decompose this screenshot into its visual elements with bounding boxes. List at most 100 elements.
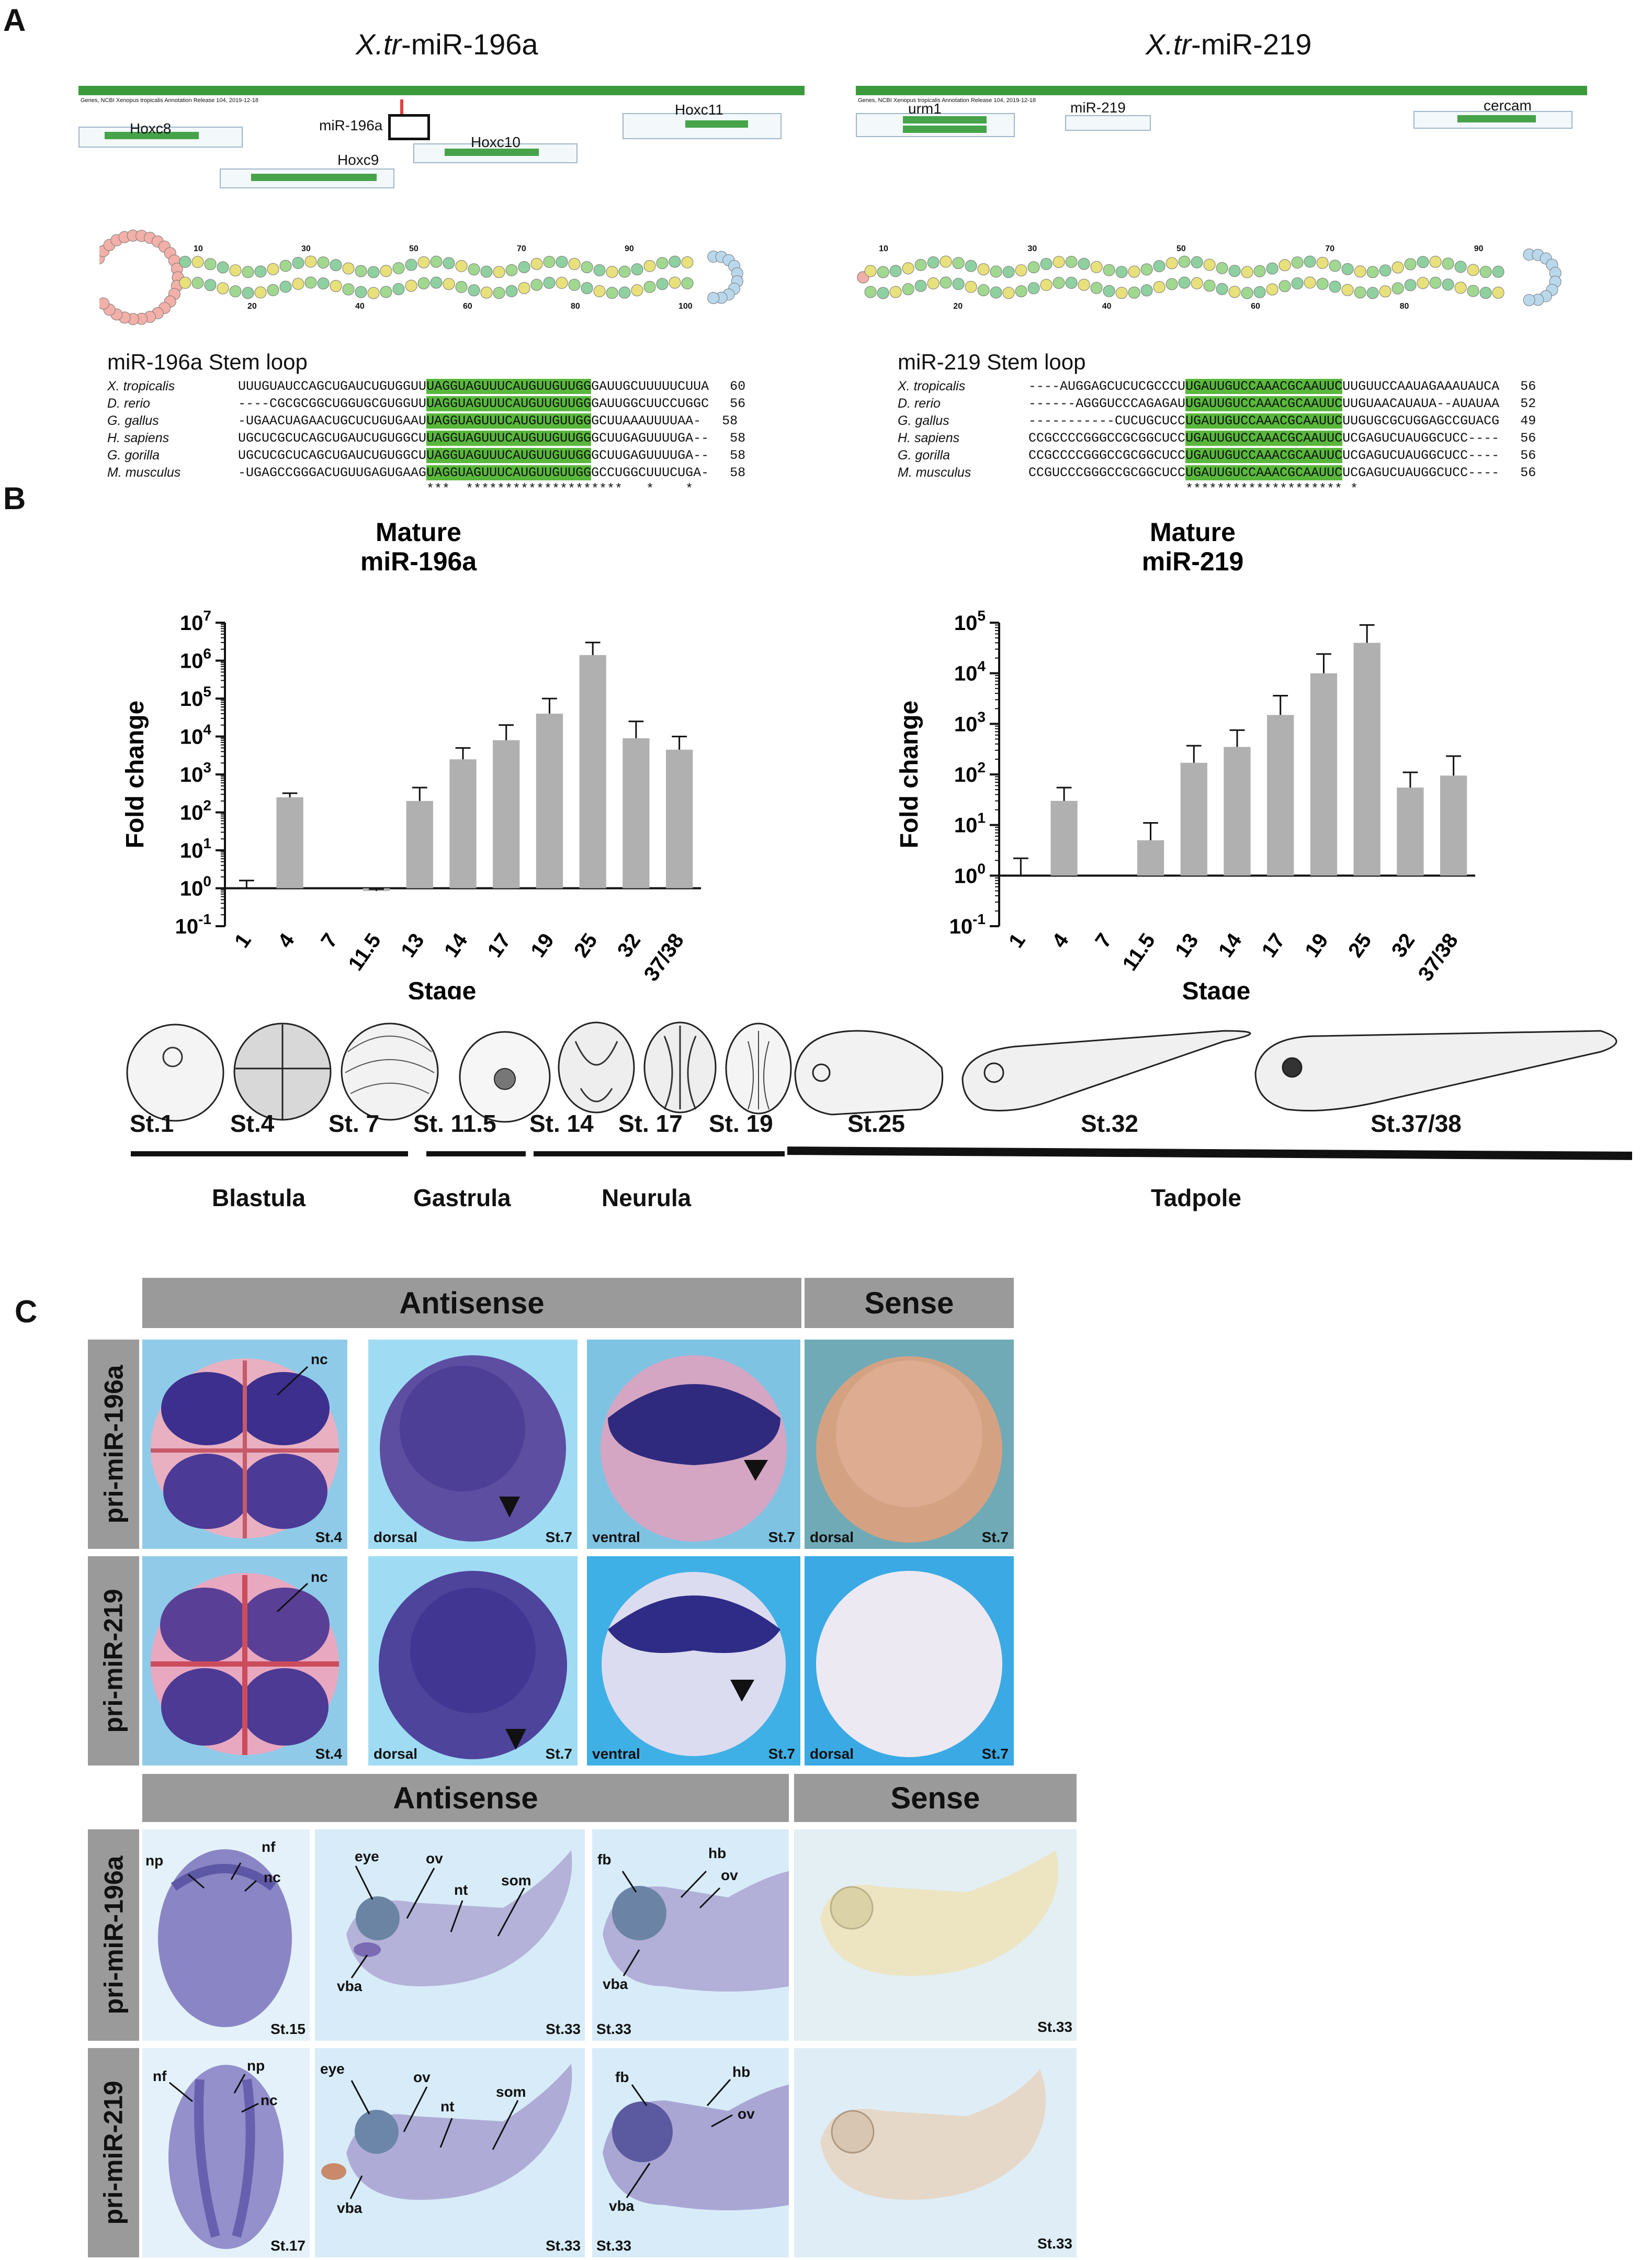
nucleotide bbox=[1178, 255, 1191, 268]
bar bbox=[406, 801, 433, 889]
stage-label-st7: St. 7 bbox=[329, 1110, 380, 1137]
nucleotide bbox=[556, 256, 568, 268]
x-tick-label: 1 bbox=[1004, 929, 1030, 952]
nucleotide bbox=[1015, 285, 1027, 298]
position-number: 30 bbox=[1028, 244, 1037, 253]
y-tick-exponent: 3 bbox=[203, 759, 211, 775]
x-tick-label: 7 bbox=[316, 929, 342, 952]
nucleotide bbox=[229, 285, 242, 298]
alignment-species: M. musculus bbox=[107, 465, 181, 480]
position-number: 60 bbox=[463, 302, 472, 311]
label-som: som bbox=[501, 1872, 531, 1888]
label-np: np bbox=[145, 1852, 164, 1869]
nucleotide bbox=[1090, 282, 1103, 294]
nucleotide bbox=[179, 255, 191, 268]
embryo-image-219-st4: nc St.4 bbox=[142, 1556, 347, 1766]
nucleotide bbox=[468, 263, 480, 276]
embryo-image-219-st17: nf np nc St.17 bbox=[142, 2048, 310, 2257]
sequence-flank-5p: UGCUCGCUCAGCUGAUCUGUGGCU bbox=[238, 448, 427, 463]
nucleotide bbox=[1027, 282, 1040, 295]
x-tick-label: 25 bbox=[570, 929, 602, 962]
label-nt: nt bbox=[454, 1882, 468, 1898]
nucleotide bbox=[681, 256, 694, 268]
nucleotide bbox=[1166, 257, 1178, 269]
alignment-sequence: UGCUCGCUCAGCUGAUCUGUGGCUUAGGUAGUUUCAUGUU… bbox=[238, 448, 709, 463]
alignment-row: G. gorilla UGCUCGCUCAGCUGAUCUGUGGCUUAGGUA… bbox=[107, 447, 787, 464]
stage-label-st11-5: St. 11.5 bbox=[413, 1110, 496, 1137]
y-tick-exponent: 5 bbox=[977, 608, 986, 624]
chart-title: miR-196a bbox=[360, 547, 478, 576]
panel-letter-c: C bbox=[15, 1294, 38, 1329]
nucleotide bbox=[1316, 277, 1329, 290]
y-tick-label: 101 bbox=[954, 810, 986, 837]
y-tick-exponent: 1 bbox=[977, 810, 986, 826]
mir219-title: X.tr-miR-219 bbox=[1146, 27, 1311, 61]
label-ov: ov bbox=[426, 1850, 443, 1867]
nucleotide bbox=[618, 265, 631, 278]
label-vba: vba bbox=[337, 2200, 363, 2216]
y-tick-exponent: 5 bbox=[203, 683, 211, 700]
nucleotide bbox=[1442, 278, 1454, 291]
nucleotide bbox=[543, 277, 556, 289]
embryo-drawing-st32 bbox=[961, 1030, 1251, 1111]
nucleotide bbox=[927, 277, 940, 289]
x-tick-label: 4 bbox=[274, 929, 299, 952]
alignment-length: 56 bbox=[1520, 379, 1536, 394]
nucleotide bbox=[1128, 286, 1140, 299]
nucleotide bbox=[1228, 286, 1241, 298]
nucleotide bbox=[1053, 277, 1065, 289]
sequence-flank-3p: UCGAGUCUAUGGCUCC---- bbox=[1342, 448, 1500, 463]
mir196a-title: X.tr-miR-196a bbox=[356, 27, 538, 61]
nucleotide bbox=[669, 276, 681, 289]
y-tick-exponent: -1 bbox=[198, 911, 211, 927]
sequence-flank-5p: -UGAGCCGGGACUGUUGAGUGAAG bbox=[238, 465, 427, 480]
nucleotide bbox=[1065, 255, 1078, 268]
nucleotide bbox=[1391, 261, 1404, 274]
row-label-text: pri-miR-196a bbox=[99, 1856, 129, 2015]
nucleotide bbox=[254, 286, 267, 299]
label-stage: St.33 bbox=[1037, 2235, 1072, 2252]
alignment-sequence: UGCUCGCUCAGCUGAUCUGUGGCUUAGGUAGUUUCAUGUU… bbox=[238, 431, 709, 446]
nucleotide bbox=[914, 279, 927, 292]
nucleotide bbox=[242, 266, 254, 278]
y-tick-exponent: -1 bbox=[972, 911, 986, 927]
nucleotide bbox=[1454, 282, 1467, 294]
stage-drawings-strip bbox=[126, 1010, 1632, 1188]
sequence-flank-5p: CCGUCCCGGGCCGCGGCUCC bbox=[1028, 465, 1186, 480]
nucleotide bbox=[417, 277, 430, 289]
gene-mir219-label: miR-219 bbox=[1070, 99, 1126, 116]
nucleotide bbox=[1040, 279, 1053, 291]
position-number: 10 bbox=[879, 244, 888, 253]
alignment-length: 58 bbox=[730, 465, 746, 480]
sequence-mature-highlight: UGAUUGUCCAAACGCAAUUC bbox=[1185, 465, 1343, 480]
nucleotide bbox=[191, 256, 204, 268]
y-tick-exponent: 7 bbox=[203, 608, 211, 624]
sequence-flank-5p: CCGCCCCGGGCCGCGGCUCC bbox=[1028, 448, 1186, 463]
nucleotide bbox=[1467, 285, 1479, 297]
nucleotide bbox=[1065, 276, 1078, 289]
nucleotide bbox=[367, 287, 380, 299]
mir219-genome-track: Genes, NCBI Xenopus tropicalis Annotatio… bbox=[856, 78, 1588, 137]
label-stage: St.7 bbox=[981, 1746, 1009, 1762]
label-vba: vba bbox=[609, 2198, 635, 2214]
sequence-mature-highlight: UAGGUAGUUUCAUGUUGUUGG bbox=[426, 413, 592, 429]
nucleotide bbox=[1078, 278, 1090, 291]
alignment-row: G. gorilla CCGCCCCGGGCCGCGGCUCCUGAUUGUCCA… bbox=[898, 447, 1578, 464]
x-tick-label: 37/38 bbox=[1414, 929, 1463, 985]
sequence-mature-highlight: UGAUUGUCCAAACGCAAUUC bbox=[1185, 413, 1343, 429]
stage-label-st19: St. 19 bbox=[709, 1110, 773, 1137]
nucleotide bbox=[1241, 287, 1253, 299]
nucleotide bbox=[952, 257, 965, 269]
label-vba: vba bbox=[603, 1976, 628, 1992]
nucleotide bbox=[1002, 287, 1015, 299]
nucleotide bbox=[1216, 283, 1228, 295]
nucleotide bbox=[543, 256, 556, 268]
sequence-flank-5p: -----------CUCUGCUCC bbox=[1028, 413, 1186, 429]
embryo-image-196a-st15: np nf nc St.15 bbox=[142, 1829, 310, 2041]
nucleotide bbox=[1304, 276, 1316, 289]
label-ov: ov bbox=[721, 1867, 738, 1883]
nucleotide bbox=[1354, 265, 1366, 278]
nucleotide bbox=[581, 261, 593, 274]
nucleotide bbox=[1115, 287, 1128, 299]
nucleotide bbox=[877, 287, 889, 299]
